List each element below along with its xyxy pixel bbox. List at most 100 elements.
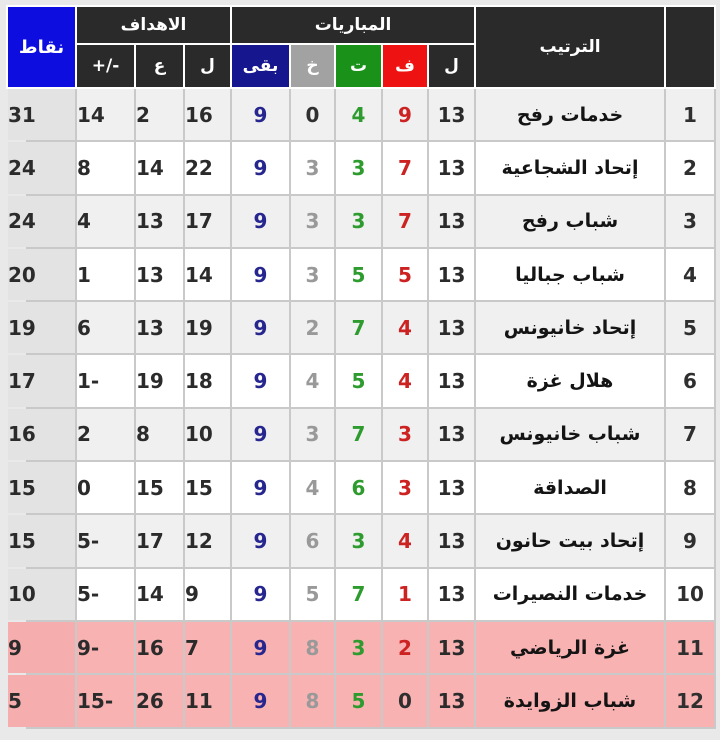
played-cell: 13	[429, 462, 474, 514]
goals-for-cell: 7	[185, 621, 230, 674]
played-cell: 13	[429, 515, 474, 567]
draws-cell: 7	[336, 302, 381, 354]
rank-cell: 11	[666, 621, 714, 674]
goals-against-cell: 2	[136, 89, 183, 141]
goals-against-cell: 13	[136, 195, 183, 247]
team-name: إتحاد الشجاعية	[476, 142, 664, 194]
header-losses-column: خ	[289, 43, 336, 89]
losses-cell: 4	[291, 355, 334, 407]
goals-for-cell: 9	[185, 568, 230, 620]
played-cell: 13	[429, 89, 474, 141]
header-remaining-column: بقى	[230, 43, 291, 89]
remaining-cell: 9	[232, 408, 289, 461]
rank-cell: 5	[666, 302, 714, 354]
goal-diff-cell: -1	[77, 355, 134, 407]
goals-against-cell: 14	[136, 568, 183, 620]
goals-against-cell: 13	[136, 248, 183, 301]
wins-cell: 1	[383, 568, 427, 620]
team-name: غزة الرياضي	[476, 621, 664, 674]
wins-cell: 4	[383, 302, 427, 354]
goals-against-cell: 19	[136, 355, 183, 407]
header-ranking-label: الترتيب	[474, 5, 666, 89]
draws-cell: 7	[336, 568, 381, 620]
standings-table: الترتيب المباريات الاهداف نقاط ل ف ت خ ب…	[6, 5, 716, 729]
team-name: شباب الزوايدة	[476, 675, 664, 727]
goal-diff-cell: 6	[77, 302, 134, 354]
played-cell: 13	[429, 195, 474, 247]
goals-for-cell: 12	[185, 515, 230, 567]
losses-cell: 8	[291, 621, 334, 674]
goals-against-cell: 15	[136, 462, 183, 514]
header-rank-cell	[664, 5, 716, 89]
header-wins-column: ف	[381, 43, 429, 89]
wins-cell: 3	[383, 408, 427, 461]
goal-diff-cell: 0	[77, 462, 134, 514]
remaining-cell: 9	[232, 515, 289, 567]
wins-cell: 7	[383, 195, 427, 247]
goals-for-cell: 16	[185, 89, 230, 141]
draws-cell: 5	[336, 355, 381, 407]
header-goal-diff-column: +/-	[75, 43, 136, 89]
goal-diff-cell: -9	[77, 621, 134, 674]
losses-cell: 6	[291, 515, 334, 567]
remaining-cell: 9	[232, 462, 289, 514]
remaining-cell: 9	[232, 195, 289, 247]
remaining-cell: 9	[232, 568, 289, 620]
header-goals-for-column: ل	[183, 43, 232, 89]
rank-cell: 10	[666, 568, 714, 620]
losses-cell: 5	[291, 568, 334, 620]
draws-cell: 5	[336, 248, 381, 301]
team-name: الصداقة	[476, 462, 664, 514]
points-cell: 24	[8, 195, 75, 247]
wins-cell: 2	[383, 621, 427, 674]
played-cell: 13	[429, 355, 474, 407]
goals-against-cell: 16	[136, 621, 183, 674]
losses-cell: 3	[291, 195, 334, 247]
header-draws-column: ت	[334, 43, 383, 89]
points-cell: 31	[8, 89, 75, 141]
draws-cell: 3	[336, 142, 381, 194]
points-cell: 24	[8, 142, 75, 194]
played-cell: 13	[429, 248, 474, 301]
rank-cell: 6	[666, 355, 714, 407]
goal-diff-cell: 1	[77, 248, 134, 301]
losses-cell: 2	[291, 302, 334, 354]
remaining-cell: 9	[232, 675, 289, 727]
draws-cell: 3	[336, 621, 381, 674]
header-goals-against-column: ع	[134, 43, 185, 89]
goals-for-cell: 15	[185, 462, 230, 514]
rank-cell: 2	[666, 142, 714, 194]
goals-for-cell: 14	[185, 248, 230, 301]
losses-cell: 3	[291, 142, 334, 194]
goals-for-cell: 11	[185, 675, 230, 727]
goal-diff-cell: -15	[77, 675, 134, 727]
goals-for-cell: 18	[185, 355, 230, 407]
points-cell: 17	[8, 355, 75, 407]
draws-cell: 6	[336, 462, 381, 514]
goals-against-cell: 8	[136, 408, 183, 461]
goals-against-cell: 13	[136, 302, 183, 354]
points-cell: 15	[8, 515, 75, 567]
goals-against-cell: 14	[136, 142, 183, 194]
losses-cell: 3	[291, 408, 334, 461]
rank-cell: 12	[666, 675, 714, 727]
goals-against-cell: 26	[136, 675, 183, 727]
losses-cell: 4	[291, 462, 334, 514]
wins-cell: 9	[383, 89, 427, 141]
goal-diff-cell: -5	[77, 515, 134, 567]
goals-for-cell: 10	[185, 408, 230, 461]
rank-cell: 4	[666, 248, 714, 301]
draws-cell: 3	[336, 515, 381, 567]
played-cell: 13	[429, 302, 474, 354]
goals-for-cell: 17	[185, 195, 230, 247]
remaining-cell: 9	[232, 355, 289, 407]
rank-cell: 9	[666, 515, 714, 567]
points-cell: 19	[8, 302, 75, 354]
losses-cell: 0	[291, 89, 334, 141]
team-name: إتحاد خانيونس	[476, 302, 664, 354]
points-cell: 15	[8, 462, 75, 514]
played-cell: 13	[429, 142, 474, 194]
remaining-cell: 9	[232, 621, 289, 674]
points-cell: 16	[8, 408, 75, 461]
wins-cell: 4	[383, 515, 427, 567]
